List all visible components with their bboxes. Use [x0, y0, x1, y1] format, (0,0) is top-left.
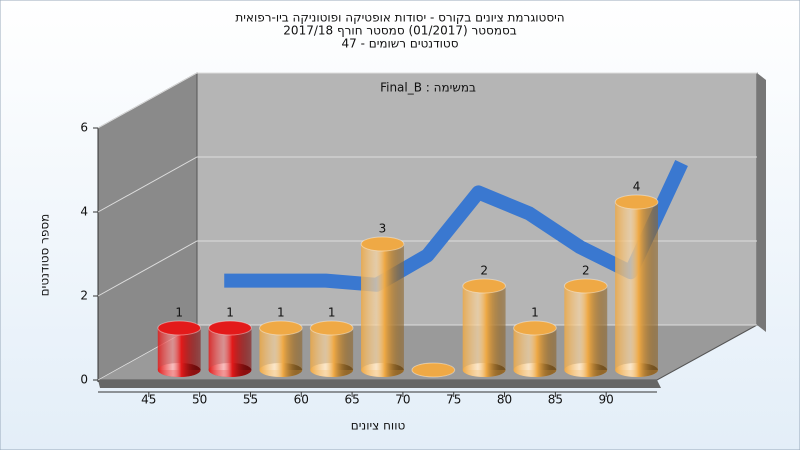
bar: [258, 320, 303, 377]
bar-body-shade: [462, 286, 506, 370]
data-label: 1: [531, 306, 539, 320]
y-axis-label: מספר סטודנטים: [38, 214, 52, 297]
bar-body: [361, 244, 404, 370]
data-label: 1: [175, 306, 183, 320]
bar-bottom-cap: [259, 363, 303, 377]
grid-line: [97, 72, 757, 129]
x-tick-label: 70: [395, 393, 410, 407]
bar-bottom-cap: [513, 363, 557, 377]
floor-edge: [98, 380, 661, 388]
bar: [360, 236, 405, 377]
bar-body-shade: [564, 286, 608, 370]
bar: [208, 320, 252, 377]
grid-line: [97, 156, 757, 213]
x-tick-label: 90: [599, 393, 614, 407]
bar-bottom-cap: [462, 363, 506, 377]
bar-top: [208, 320, 252, 336]
x-tick-label: 55: [243, 393, 258, 407]
bar-body: [564, 286, 608, 370]
bar-body-shade: [157, 328, 201, 370]
data-label: 2: [582, 264, 590, 278]
bar-bottom-cap: [361, 363, 404, 377]
x-tick-label: 80: [497, 393, 512, 407]
chart-subtitle: סטודנטים רשומים - 47: [341, 37, 458, 51]
y-tick-label: 6: [80, 121, 88, 135]
y-tick-label: 4: [80, 205, 88, 219]
x-tick-label: 85: [548, 393, 563, 407]
data-label: 1: [328, 306, 336, 320]
trend-ribbon: [224, 160, 688, 292]
bar-body: [157, 328, 201, 370]
data-label: 2: [480, 264, 488, 278]
chart-subtitle: בסמסטר (01/2017) סמסטר חורף 2017/18: [283, 24, 516, 38]
bar: [157, 320, 202, 377]
bar-body: [615, 202, 658, 370]
data-label: 3: [379, 222, 387, 236]
y-tick-label: 2: [80, 289, 88, 303]
bar: [563, 278, 608, 377]
bar: [462, 278, 507, 377]
bar-bottom-cap: [310, 363, 354, 377]
bar: [309, 320, 354, 377]
annotation: במשימה : Final_B: [380, 81, 476, 95]
bar-body-shade: [361, 244, 404, 370]
data-label: 4: [633, 180, 641, 194]
bar-body-shade: [615, 202, 658, 370]
bar-body: [513, 328, 557, 370]
bar-bottom-cap: [208, 363, 252, 377]
data-label: 1: [226, 306, 234, 320]
x-tick-label: 65: [344, 393, 359, 407]
y-tick-label: 0: [80, 373, 88, 387]
bar: [614, 194, 659, 377]
bar-top: [157, 320, 202, 336]
bar-bottom-cap: [564, 363, 608, 377]
bar-body: [462, 286, 506, 370]
bar-bottom-cap: [157, 363, 201, 377]
bar-top: [462, 278, 507, 294]
bar-top: [563, 278, 608, 294]
bar: [411, 362, 456, 378]
x-tick-label: 60: [294, 393, 309, 407]
bar-bottom-cap: [615, 363, 658, 377]
x-tick-label: 45: [141, 393, 156, 407]
bar-body-shade: [513, 328, 557, 370]
wall-shadow: [757, 73, 766, 332]
bar-top: [513, 320, 557, 336]
x-tick-label: 75: [446, 393, 461, 407]
bar: [513, 320, 557, 377]
bar-top: [258, 320, 303, 336]
x-tick-label: 50: [192, 393, 207, 407]
bar-top: [309, 320, 354, 336]
data-label: 1: [277, 306, 285, 320]
bar-top: [360, 236, 405, 252]
x-axis-label: טווח ציונים: [351, 419, 406, 433]
bar-top: [411, 362, 456, 378]
chart-title: היסטוגרמת ציונים בקורס - יסודות אופטיקה …: [235, 11, 564, 25]
bar-top: [614, 194, 659, 210]
